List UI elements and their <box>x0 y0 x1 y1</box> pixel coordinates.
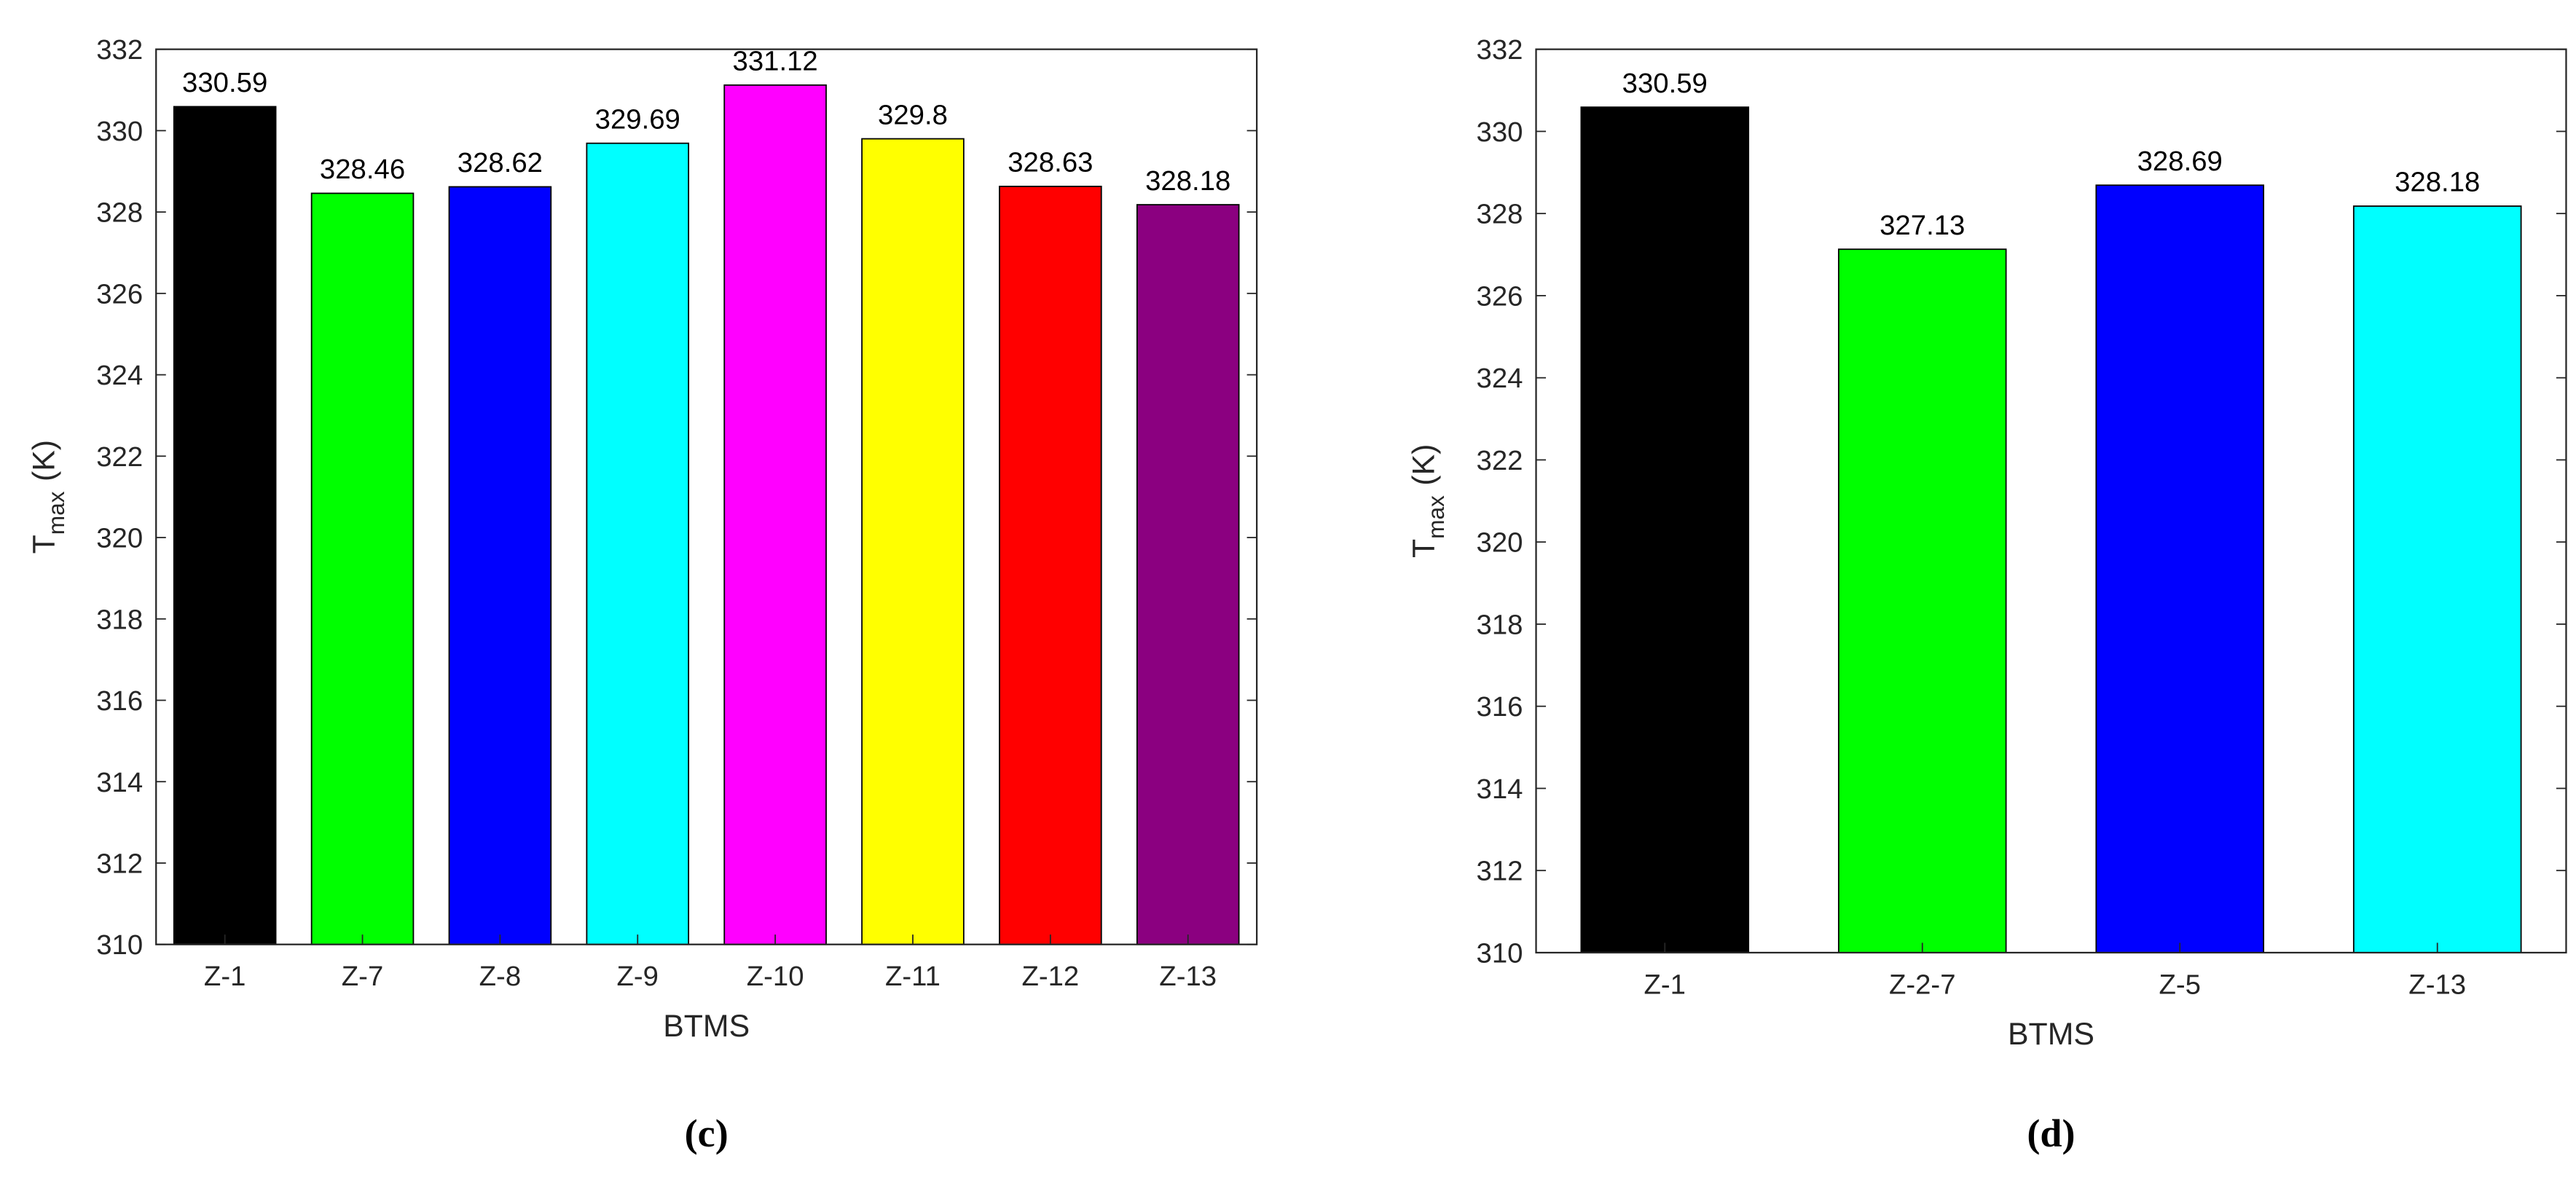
axes-box <box>155 48 1258 945</box>
y-tick-label: 322 <box>1477 445 1523 476</box>
y-tick-label: 324 <box>1477 363 1523 394</box>
y-label-main: T <box>1407 539 1442 558</box>
y-tick-label: 316 <box>96 685 143 717</box>
y-label-unit: (K) <box>1407 444 1442 486</box>
bar <box>1580 106 1750 953</box>
y-tick-label: 330 <box>1477 117 1523 148</box>
data-label: 328.63 <box>1008 147 1093 178</box>
y-tick-label: 310 <box>96 929 143 961</box>
data-label: 330.59 <box>182 67 267 98</box>
y-tick-label: 322 <box>96 441 143 473</box>
y-tick-label: 328 <box>1477 199 1523 230</box>
bar <box>723 84 827 945</box>
x-axis-label: BTMS <box>663 1009 750 1044</box>
data-label: 328.62 <box>458 147 543 178</box>
y-tick-label: 326 <box>96 278 143 310</box>
data-label: 328.18 <box>1145 165 1230 197</box>
x-axis-label: BTMS <box>2008 1017 2094 1052</box>
bar <box>1837 248 2007 953</box>
x-tick-label: Z-10 <box>747 961 804 992</box>
y-tick-label: 330 <box>96 116 143 147</box>
x-tick-label: Z-9 <box>617 961 659 992</box>
data-label: 328.18 <box>2395 167 2480 198</box>
bar <box>999 186 1102 945</box>
y-tick-label: 312 <box>96 848 143 879</box>
y-tick-label: 314 <box>96 767 143 798</box>
x-tick-label: Z-13 <box>2408 969 2466 1000</box>
y-tick-label: 310 <box>1477 937 1523 969</box>
y-tick-label: 320 <box>96 523 143 554</box>
bar <box>448 186 552 945</box>
y-tick-label: 332 <box>96 34 143 66</box>
data-label: 329.69 <box>595 103 680 135</box>
data-label: 331.12 <box>733 46 818 77</box>
y-label-main: T <box>26 535 61 554</box>
y-axis-label: Tmax (K) <box>1407 444 1450 558</box>
data-label: 329.8 <box>878 99 948 130</box>
y-axis-label: Tmax (K) <box>26 440 69 554</box>
bar <box>861 138 965 945</box>
x-tick-label: Z-1 <box>1644 969 1686 1000</box>
y-tick-label: 316 <box>1477 691 1523 723</box>
y-tick-label: 332 <box>1477 34 1523 66</box>
axes-box <box>1535 48 2567 954</box>
bar <box>1136 204 1240 945</box>
y-tick-label: 318 <box>1477 609 1523 640</box>
bar <box>310 192 415 945</box>
data-label: 330.59 <box>1622 68 1708 99</box>
bar <box>586 142 690 945</box>
y-label-unit: (K) <box>26 440 61 481</box>
x-tick-label: Z-8 <box>479 961 522 992</box>
y-label-sub: max <box>1423 495 1449 539</box>
data-label: 328.46 <box>320 154 405 185</box>
panel-label: (c) <box>685 1111 729 1155</box>
y-tick-label: 328 <box>96 197 143 229</box>
y-tick-label: 324 <box>96 360 143 391</box>
y-tick-label: 318 <box>96 604 143 635</box>
y-tick-label: 312 <box>1477 856 1523 887</box>
y-tick-label: 314 <box>1477 773 1523 805</box>
x-tick-label: Z-11 <box>885 961 941 992</box>
y-tick-label: 320 <box>1477 527 1523 559</box>
bar <box>2095 184 2265 953</box>
x-tick-label: Z-1 <box>204 961 246 992</box>
y-tick-label: 326 <box>1477 280 1523 312</box>
x-tick-label: Z-2-7 <box>1889 969 1956 1000</box>
data-label: 327.13 <box>1880 210 1965 241</box>
x-tick-label: Z-5 <box>2159 969 2201 1000</box>
bar <box>2352 205 2522 953</box>
x-tick-label: Z-7 <box>342 961 384 992</box>
panel-label: (d) <box>2027 1111 2075 1155</box>
x-tick-label: Z-12 <box>1021 961 1079 992</box>
y-label-sub: max <box>43 491 69 535</box>
x-tick-label: Z-13 <box>1159 961 1217 992</box>
bar <box>173 106 277 945</box>
data-label: 328.69 <box>2137 146 2223 177</box>
